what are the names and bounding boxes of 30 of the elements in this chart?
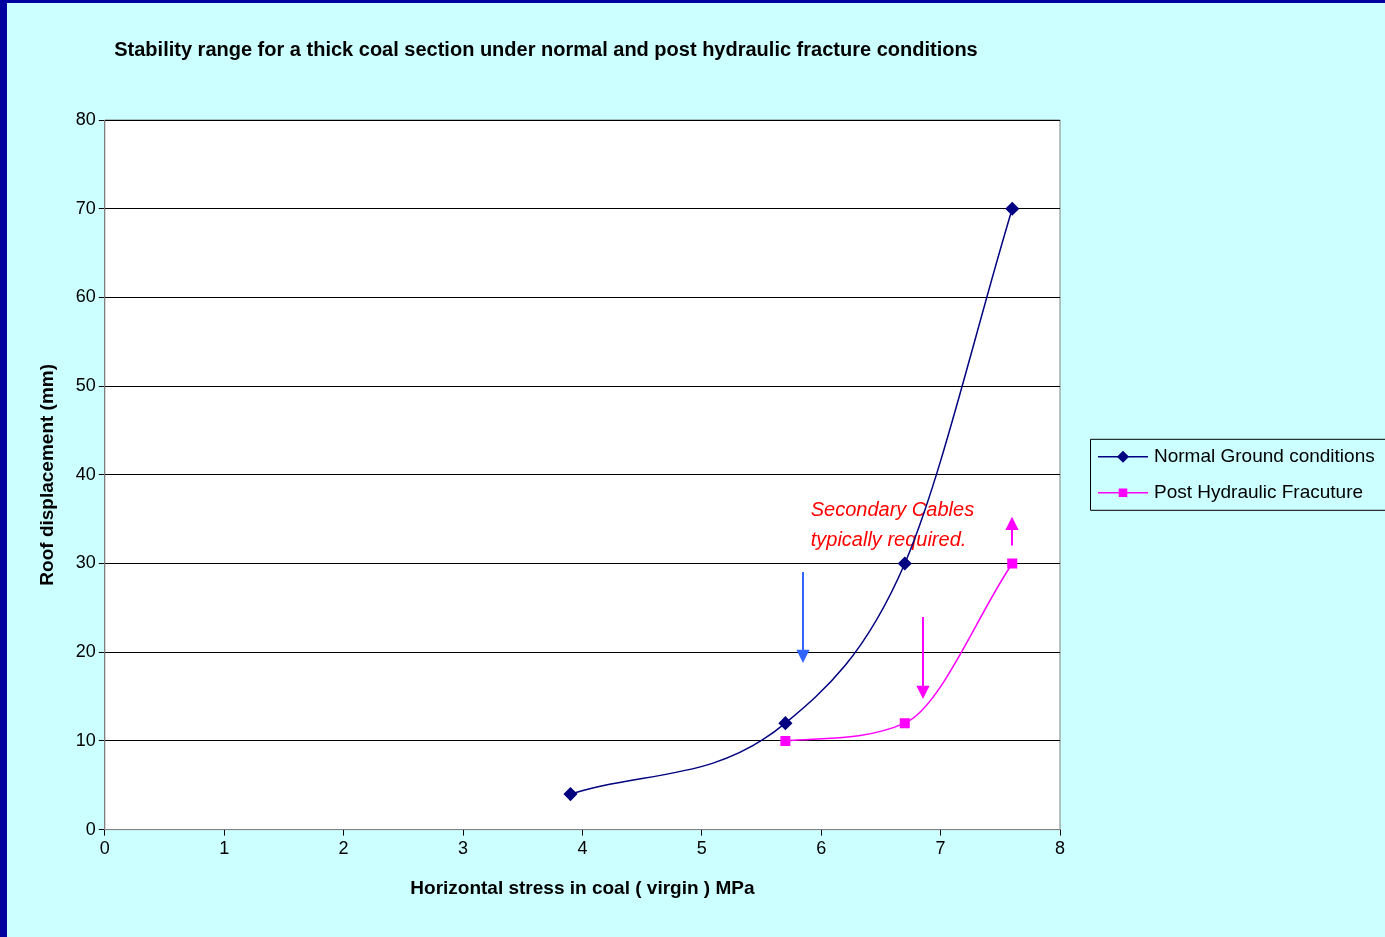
x-tick-label: 7 [935,838,946,859]
x-tick-label: 5 [696,838,707,859]
x-tick-label: 8 [1054,838,1066,859]
point [1005,201,1019,216]
point [778,716,793,730]
x-tick-label: 0 [99,838,110,859]
x-tick-label: 3 [458,838,469,859]
x-tick-label: 1 [219,838,230,859]
y-tick-label: 50 [75,375,96,396]
y-tick-label: 70 [75,197,96,218]
y-tick-label: 40 [75,463,96,484]
y-tick-label: 80 [75,108,96,129]
y-tick-label: 20 [75,641,96,662]
legend-label: Post Hydraulic Fracuture [1154,481,1364,503]
point [1007,558,1018,569]
y-axis-title: Roof displacement (mm) [35,363,57,586]
point [563,787,578,801]
chart-title: Stability range for a thick coal section under normal and post hydraulic fracture conditions [114,37,978,60]
y-tick-label: 10 [75,729,96,750]
legend-label: Normal Ground conditions [1154,445,1375,467]
x-tick-label: 4 [577,838,588,859]
y-tick-label: 0 [85,818,96,839]
point [780,735,791,746]
point [898,556,912,571]
x-tick-label: 6 [816,838,827,859]
y-tick-label: 30 [75,552,96,573]
point [899,718,910,729]
x-axis-title: Horizontal stress in coal ( virgin ) MPa [410,876,755,898]
y-tick-label: 60 [75,286,96,307]
x-tick-label: 2 [338,838,349,859]
